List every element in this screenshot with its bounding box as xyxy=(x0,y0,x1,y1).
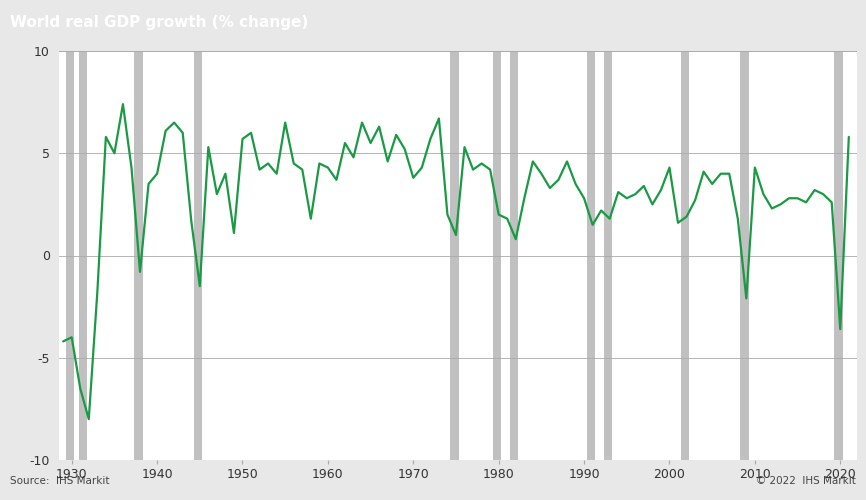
Bar xyxy=(681,51,689,460)
Bar xyxy=(604,51,612,460)
Text: Source:  IHS Markit: Source: IHS Markit xyxy=(10,476,110,486)
Bar xyxy=(510,51,519,460)
Bar xyxy=(586,51,595,460)
Bar xyxy=(740,51,749,460)
Bar xyxy=(194,51,203,460)
Bar xyxy=(66,51,74,460)
Bar xyxy=(450,51,458,460)
Text: World real GDP growth (% change): World real GDP growth (% change) xyxy=(10,15,308,30)
Bar xyxy=(134,51,143,460)
Bar xyxy=(493,51,501,460)
Text: © 2022  IHS Markit: © 2022 IHS Markit xyxy=(756,476,856,486)
Bar xyxy=(834,51,843,460)
Bar xyxy=(79,51,87,460)
